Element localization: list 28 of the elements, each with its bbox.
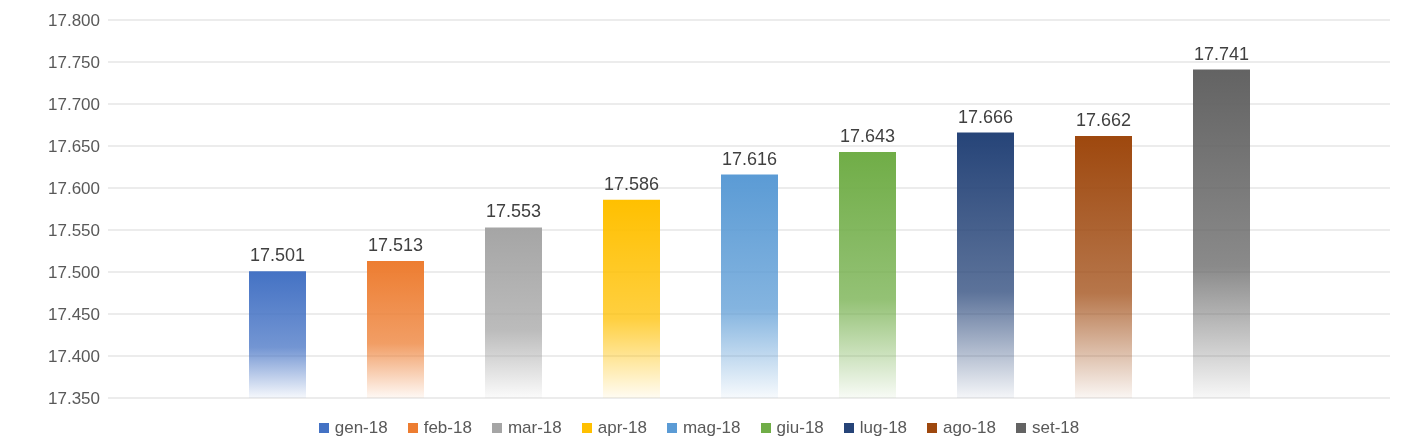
y-tick-label: 17.550 xyxy=(48,221,100,241)
legend-label: feb-18 xyxy=(423,418,472,438)
data-label: 17.741 xyxy=(1193,43,1250,64)
legend-label: apr-18 xyxy=(597,418,647,438)
y-tick-label: 17.700 xyxy=(48,95,100,115)
y-tick-label: 17.450 xyxy=(48,305,100,325)
data-label: 17.616 xyxy=(721,148,778,169)
legend-label: mag-18 xyxy=(682,418,741,438)
data-label: 17.501 xyxy=(249,245,306,266)
legend-label: ago-18 xyxy=(943,418,996,438)
legend-label: lug-18 xyxy=(859,418,908,438)
legend-label: giu-18 xyxy=(776,418,824,438)
legend-label: mar-18 xyxy=(507,418,562,438)
y-tick-label: 17.400 xyxy=(48,347,100,367)
legend-label: gen-18 xyxy=(334,418,388,438)
y-tick-label: 17.350 xyxy=(48,389,100,409)
y-tick-label: 17.650 xyxy=(48,137,100,157)
data-label: 17.662 xyxy=(1075,109,1132,130)
data-label: 17.666 xyxy=(957,106,1014,127)
y-tick-label: 17.500 xyxy=(48,263,100,283)
legend-label: set-18 xyxy=(1032,418,1080,438)
y-tick-label: 17.750 xyxy=(48,53,100,73)
data-label: 17.586 xyxy=(603,173,660,194)
data-label: 17.553 xyxy=(485,201,542,222)
data-label: 17.643 xyxy=(839,125,896,146)
y-tick-label: 17.600 xyxy=(48,179,100,199)
y-tick-label: 17.800 xyxy=(48,11,100,31)
data-label: 17.513 xyxy=(367,235,424,256)
